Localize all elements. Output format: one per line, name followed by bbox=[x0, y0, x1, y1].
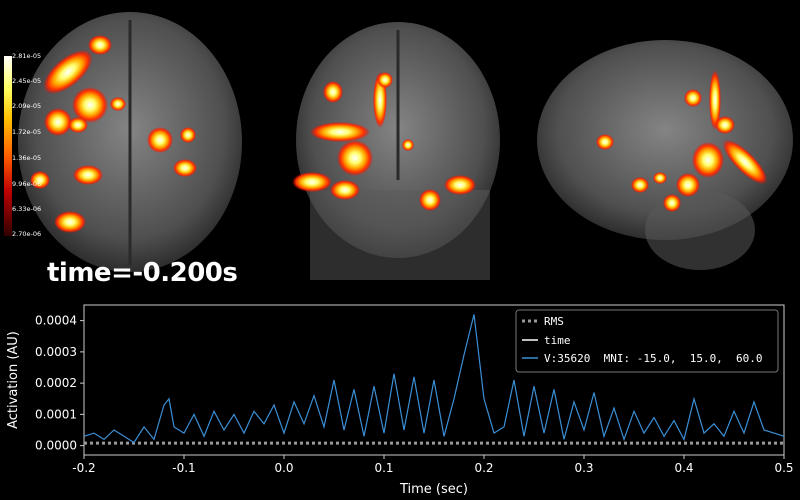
legend: RMS time V:35620 MNI: -15.0, 15.0, 60.0 bbox=[515, 309, 779, 373]
legend-rms-label: RMS bbox=[544, 315, 564, 328]
y-axis-label: Activation (AU) bbox=[6, 331, 21, 429]
axial-brain-view bbox=[18, 12, 242, 272]
y-tick-label: 0.0001 bbox=[35, 407, 77, 421]
x-tick-label: 0.1 bbox=[374, 461, 393, 475]
colorbar-tick: 2.45e-05 bbox=[12, 77, 42, 85]
colorbar-tick: 9.96e-06 bbox=[12, 180, 42, 188]
y-tick-label: 0.0000 bbox=[35, 439, 77, 453]
x-tick-label: 0.4 bbox=[674, 461, 693, 475]
y-tick-label: 0.0003 bbox=[35, 345, 77, 359]
x-tick-label: 0.0 bbox=[274, 461, 293, 475]
brain-views bbox=[18, 12, 793, 280]
y-tick-label: 0.0002 bbox=[35, 376, 77, 390]
x-tick-label: -0.2 bbox=[72, 461, 95, 475]
legend-vertex-label: V:35620 MNI: -15.0, 15.0, 60.0 bbox=[544, 352, 763, 365]
sagittal-brain-view bbox=[537, 40, 793, 270]
x-axis: -0.2 -0.1 0.0 0.1 0.2 0.3 0.4 0.5 bbox=[72, 455, 794, 475]
y-tick-label: 0.0004 bbox=[35, 314, 77, 328]
colorbar-tick: 1.36e-05 bbox=[12, 154, 42, 162]
activation-chart-panel: 0.0000 0.0001 0.0002 0.0003 0.0004 -0.2 -0.1 0… bbox=[0, 300, 800, 500]
activation-chart[interactable]: 0.0000 0.0001 0.0002 0.0003 0.0004 -0.2 -0.1 0… bbox=[0, 300, 800, 500]
coronal-brain-view bbox=[292, 22, 500, 280]
colorbar-labels: 2.81e-05 2.45e-05 2.09e-05 1.72e-05 1.36… bbox=[12, 52, 52, 242]
y-axis: 0.0000 0.0001 0.0002 0.0003 0.0004 bbox=[35, 314, 84, 453]
activation-line bbox=[83, 314, 785, 444]
brain-views-panel: 2.81e-05 2.45e-05 2.09e-05 1.72e-05 1.36… bbox=[4, 12, 793, 288]
colorbar-tick: 2.70e-06 bbox=[12, 230, 42, 238]
colorbar bbox=[4, 56, 12, 236]
x-tick-label: -0.1 bbox=[172, 461, 195, 475]
x-tick-label: 0.5 bbox=[774, 461, 793, 475]
time-label: time=-0.200s bbox=[47, 258, 238, 288]
x-tick-label: 0.2 bbox=[474, 461, 493, 475]
colorbar-tick: 2.81e-05 bbox=[12, 52, 42, 60]
colorbar-tick: 1.72e-05 bbox=[12, 128, 42, 136]
x-tick-label: 0.3 bbox=[574, 461, 593, 475]
x-axis-label: Time (sec) bbox=[399, 482, 468, 497]
colorbar-tick: 6.33e-06 bbox=[12, 205, 42, 213]
colorbar-tick: 2.09e-05 bbox=[12, 102, 42, 110]
legend-time-label: time bbox=[544, 334, 571, 347]
activation-series bbox=[83, 314, 785, 444]
